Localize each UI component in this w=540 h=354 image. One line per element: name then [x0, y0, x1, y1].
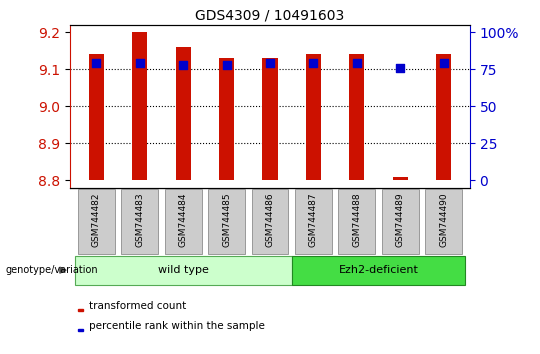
Bar	[262, 58, 278, 180]
Bar	[78, 329, 83, 331]
FancyBboxPatch shape	[165, 189, 201, 253]
Text: GSM744489: GSM744489	[396, 193, 405, 247]
Bar	[89, 55, 104, 180]
Point	[266, 61, 274, 66]
Point	[440, 61, 448, 66]
Text: GSM744484: GSM744484	[179, 193, 187, 247]
FancyBboxPatch shape	[382, 189, 418, 253]
FancyBboxPatch shape	[75, 256, 292, 285]
Bar	[176, 47, 191, 180]
Point	[396, 65, 404, 70]
Title: GDS4309 / 10491603: GDS4309 / 10491603	[195, 8, 345, 22]
Bar	[219, 58, 234, 180]
Bar	[393, 177, 408, 180]
Text: GSM744490: GSM744490	[439, 193, 448, 247]
FancyBboxPatch shape	[295, 189, 332, 253]
Bar	[306, 55, 321, 180]
Text: wild type: wild type	[158, 265, 208, 275]
FancyBboxPatch shape	[252, 189, 288, 253]
Text: GSM744485: GSM744485	[222, 193, 231, 247]
Point	[222, 62, 231, 68]
Text: GSM744487: GSM744487	[309, 193, 318, 247]
Point	[179, 62, 187, 68]
FancyBboxPatch shape	[339, 189, 375, 253]
Text: GSM744488: GSM744488	[353, 193, 361, 247]
FancyBboxPatch shape	[78, 189, 114, 253]
Bar	[132, 32, 147, 180]
FancyBboxPatch shape	[426, 189, 462, 253]
FancyBboxPatch shape	[122, 189, 158, 253]
Text: GSM744482: GSM744482	[92, 193, 101, 247]
Text: Ezh2-deficient: Ezh2-deficient	[339, 265, 418, 275]
Bar	[436, 55, 451, 180]
FancyBboxPatch shape	[208, 189, 245, 253]
Text: GSM744483: GSM744483	[135, 193, 144, 247]
Text: percentile rank within the sample: percentile rank within the sample	[89, 321, 265, 331]
Text: GSM744486: GSM744486	[266, 193, 274, 247]
FancyBboxPatch shape	[292, 256, 465, 285]
Point	[92, 61, 100, 66]
Bar	[349, 55, 364, 180]
Bar	[78, 309, 83, 311]
Point	[136, 61, 144, 66]
Text: genotype/variation: genotype/variation	[5, 265, 98, 275]
Point	[309, 61, 318, 66]
Point	[353, 61, 361, 66]
Text: transformed count: transformed count	[89, 301, 186, 311]
